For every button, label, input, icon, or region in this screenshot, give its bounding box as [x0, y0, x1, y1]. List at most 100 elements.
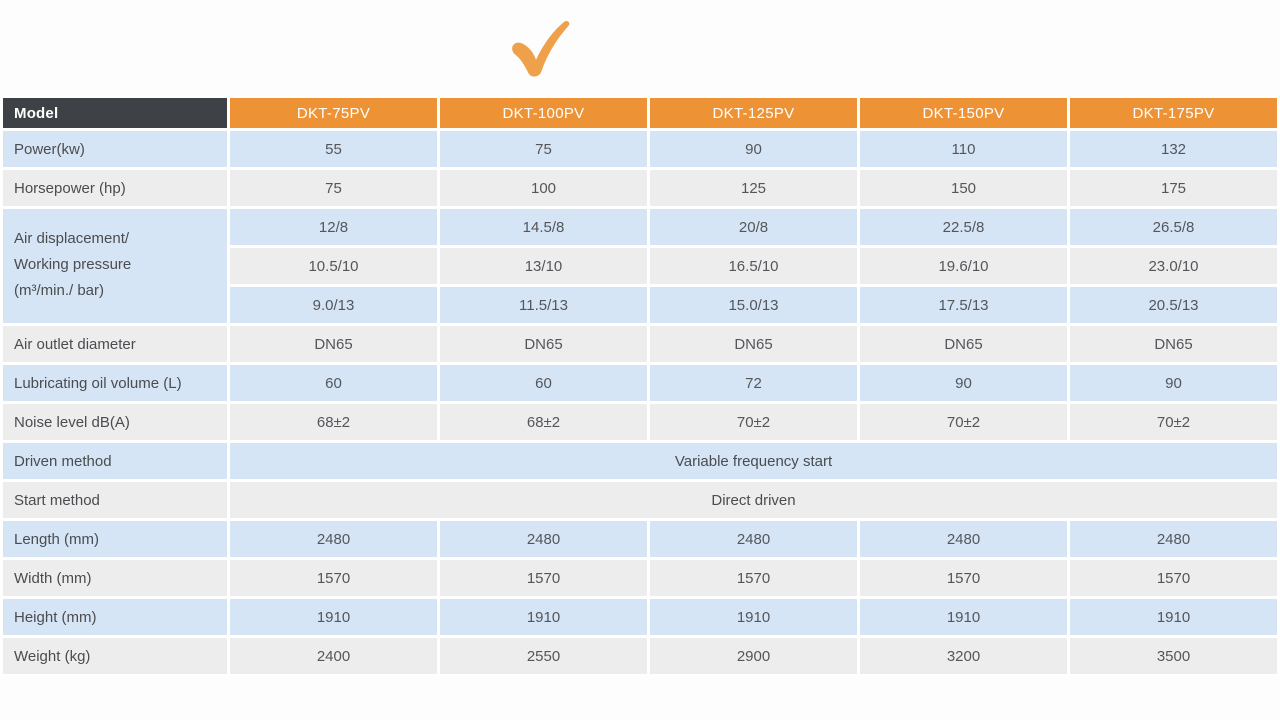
cell-value: 1570	[857, 557, 1070, 599]
cell-value: 2480	[857, 518, 1070, 560]
table-row-weight: Weight (kg) 2400 2550 2900 3200 3500	[0, 635, 1280, 677]
cell-value: 3500	[1067, 635, 1280, 677]
column-header-dkt-125pv: DKT-125PV	[647, 95, 860, 131]
cell-value: 55	[227, 128, 440, 170]
cell-value: 11.5/13	[437, 284, 650, 326]
table-row-noise-level: Noise level dB(A) 68±2 68±2 70±2 70±2 70…	[0, 401, 1280, 443]
column-header-dkt-75pv: DKT-75PV	[227, 95, 440, 131]
cell-value: 60	[437, 362, 650, 404]
orange-checkmark-icon	[503, 18, 573, 80]
row-label: Length (mm)	[0, 518, 230, 560]
cell-value: 90	[647, 128, 860, 170]
cell-value: 12/8	[227, 206, 440, 248]
table-row-start-method: Start method Direct driven	[0, 479, 1280, 521]
cell-value: 75	[437, 128, 650, 170]
cell-value: 2480	[437, 518, 650, 560]
cell-value: DN65	[437, 323, 650, 365]
cell-value: 70±2	[1067, 401, 1280, 443]
cell-value: 20.5/13	[1067, 284, 1280, 326]
cell-value: 26.5/8	[1067, 206, 1280, 248]
cell-value: 70±2	[857, 401, 1070, 443]
cell-value: 1910	[1067, 596, 1280, 638]
cell-value: 110	[857, 128, 1070, 170]
cell-value: 15.0/13	[647, 284, 860, 326]
cell-value: 16.5/10	[647, 245, 860, 287]
air-label-line-1: Air displacement/	[14, 230, 130, 247]
cell-value: 13/10	[437, 245, 650, 287]
air-label-line-3: (m³/min./ bar)	[14, 282, 104, 299]
table-row-driven-method: Driven method Variable frequency start	[0, 440, 1280, 482]
cell-value: 2480	[227, 518, 440, 560]
table-row-height: Height (mm) 1910 1910 1910 1910 1910	[0, 596, 1280, 638]
cell-value: 68±2	[437, 401, 650, 443]
cell-value: 2480	[1067, 518, 1280, 560]
cell-value: 14.5/8	[437, 206, 650, 248]
column-header-dkt-175pv: DKT-175PV	[1067, 95, 1280, 131]
table-row-power: Power(kw) 55 75 90 110 132	[0, 128, 1280, 170]
row-label: Noise level dB(A)	[0, 401, 230, 443]
model-header-cell: Model	[0, 95, 230, 131]
cell-value: 1910	[227, 596, 440, 638]
cell-value: 100	[437, 167, 650, 209]
cell-value: 1570	[1067, 557, 1280, 599]
cell-value: 2550	[437, 635, 650, 677]
cell-value: DN65	[1067, 323, 1280, 365]
cell-value: 125	[647, 167, 860, 209]
cell-value: 20/8	[647, 206, 860, 248]
cell-value: 60	[227, 362, 440, 404]
table-row-lubricating-oil: Lubricating oil volume (L) 60 60 72 90 9…	[0, 362, 1280, 404]
cell-value: 22.5/8	[857, 206, 1070, 248]
cell-value: 2900	[647, 635, 860, 677]
cell-value: DN65	[647, 323, 860, 365]
cell-value: 75	[227, 167, 440, 209]
cell-value: DN65	[227, 323, 440, 365]
row-label: Weight (kg)	[0, 635, 230, 677]
table-row-horsepower: Horsepower (hp) 75 100 125 150 175	[0, 167, 1280, 209]
cell-value: 1570	[647, 557, 860, 599]
cell-value: 68±2	[227, 401, 440, 443]
cell-value: 150	[857, 167, 1070, 209]
column-header-dkt-150pv: DKT-150PV	[857, 95, 1070, 131]
cell-value: 17.5/13	[857, 284, 1070, 326]
table-row-length: Length (mm) 2480 2480 2480 2480 2480	[0, 518, 1280, 560]
cell-value: 175	[1067, 167, 1280, 209]
cell-value: 9.0/13	[227, 284, 440, 326]
row-label: Driven method	[0, 440, 230, 482]
table-row-air-displacement-13bar: 9.0/13 11.5/13 15.0/13 17.5/13 20.5/13	[2, 284, 1280, 326]
cell-value: 1910	[857, 596, 1070, 638]
cell-value-merged: Direct driven	[227, 479, 1280, 521]
table-row-width: Width (mm) 1570 1570 1570 1570 1570	[0, 557, 1280, 599]
table-row-air-displacement-10bar: 10.5/10 13/10 16.5/10 19.6/10 23.0/10	[2, 245, 1280, 287]
cell-value: 2480	[647, 518, 860, 560]
row-label: Air outlet diameter	[0, 323, 230, 365]
cell-value: 72	[647, 362, 860, 404]
cell-value: 23.0/10	[1067, 245, 1280, 287]
cell-value: 2400	[227, 635, 440, 677]
cell-value: 19.6/10	[857, 245, 1070, 287]
column-header-dkt-100pv: DKT-100PV	[437, 95, 650, 131]
air-label-line-2: Working pressure	[14, 256, 132, 273]
cell-value: 1910	[647, 596, 860, 638]
row-label: Power(kw)	[0, 128, 230, 170]
table-row-air-outlet-diameter: Air outlet diameter DN65 DN65 DN65 DN65 …	[0, 323, 1280, 365]
cell-value: 132	[1067, 128, 1280, 170]
cell-value: 70±2	[647, 401, 860, 443]
row-label-air-displacement: Air displacement/ Working pressure (m³/m…	[0, 206, 230, 326]
specification-table: Model DKT-75PV DKT-100PV DKT-125PV DKT-1…	[0, 95, 1280, 677]
row-label: Horsepower (hp)	[0, 167, 230, 209]
row-label: Height (mm)	[0, 596, 230, 638]
table-header-row: Model DKT-75PV DKT-100PV DKT-125PV DKT-1…	[0, 95, 1280, 131]
cell-value: 90	[857, 362, 1070, 404]
row-label: Lubricating oil volume (L)	[0, 362, 230, 404]
cell-value: 1570	[227, 557, 440, 599]
table-row-air-displacement-8bar: Air displacement/ Working pressure (m³/m…	[0, 206, 1280, 326]
cell-value: 90	[1067, 362, 1280, 404]
row-label: Width (mm)	[0, 557, 230, 599]
cell-value: 10.5/10	[227, 245, 440, 287]
cell-value: DN65	[857, 323, 1070, 365]
cell-value: 1910	[437, 596, 650, 638]
cell-value-merged: Variable frequency start	[227, 440, 1280, 482]
cell-value: 1570	[437, 557, 650, 599]
cell-value: 3200	[857, 635, 1070, 677]
row-label: Start method	[0, 479, 230, 521]
